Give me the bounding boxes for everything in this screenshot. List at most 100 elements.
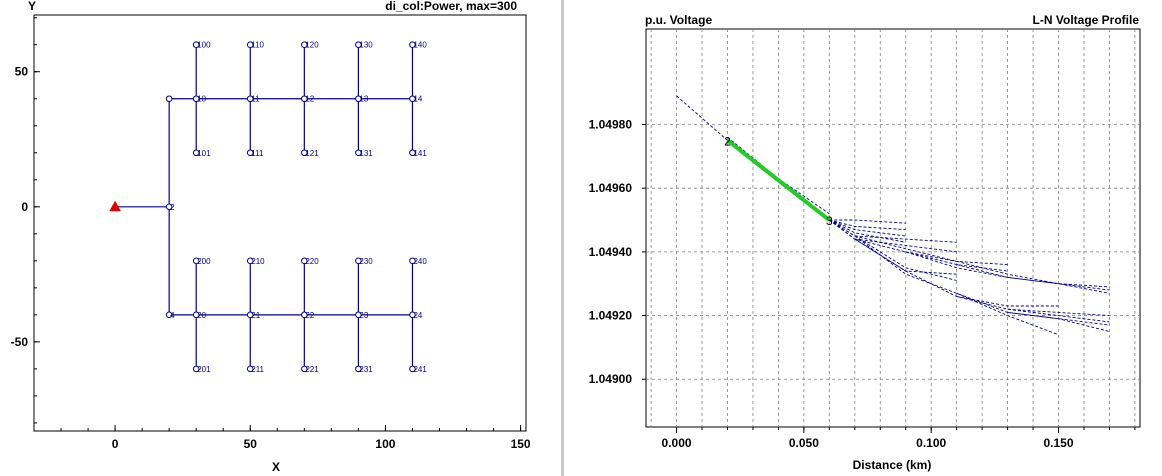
y-tick-label: 1.04940 — [589, 245, 633, 259]
profile-series-line — [854, 238, 1110, 323]
network-node — [301, 365, 308, 373]
network-x-axis-label: X — [272, 460, 280, 474]
profile-series-line — [854, 235, 957, 243]
network-node — [192, 257, 200, 265]
network-node-label: 120 — [305, 41, 319, 50]
network-node-label: 210 — [251, 257, 265, 266]
profile-series-line — [1007, 311, 1110, 332]
highlighted-segment — [726, 138, 831, 222]
profile-grid — [646, 29, 1140, 427]
profile-series-line — [829, 219, 906, 237]
y-tick-label: 1.04900 — [589, 372, 633, 386]
network-node — [165, 95, 173, 103]
x-tick-label: 0.150 — [1043, 436, 1073, 450]
profile-series-line — [1007, 308, 1110, 317]
network-node — [301, 257, 308, 265]
network-node — [246, 257, 254, 265]
network-node — [165, 311, 173, 319]
network-node-label: 13 — [359, 95, 368, 104]
network-node-label: 14 — [413, 95, 422, 104]
network-node-label: 141 — [413, 149, 427, 158]
network-node-label: 240 — [413, 257, 427, 266]
profile-plot-frame[interactable] — [645, 28, 1141, 428]
network-node — [409, 95, 416, 103]
profile-series-line — [956, 264, 1110, 294]
y-tick-label: 0 — [21, 200, 28, 214]
panel-divider[interactable] — [561, 0, 564, 476]
x-tick-label: 0.000 — [662, 436, 692, 450]
x-tick-label: 0.100 — [916, 436, 946, 450]
network-node — [409, 149, 416, 157]
profile-series-line — [829, 219, 957, 281]
network-node — [301, 41, 308, 49]
network-node — [246, 311, 254, 319]
network-node-label: 200 — [197, 257, 211, 266]
network-node-label: 21 — [251, 311, 260, 320]
network-node — [355, 311, 362, 319]
y-tick-label: -50 — [11, 335, 29, 349]
network-node — [355, 149, 362, 157]
triangle-source-icon — [109, 200, 121, 212]
network-node-label: 101 — [197, 149, 211, 158]
network-node-label: 22 — [305, 311, 314, 320]
network-node-label: 11 — [251, 95, 260, 104]
x-tick-label: 0.050 — [789, 436, 819, 450]
network-panel: Y di_col:Power, max=300 0 50 100 150500-50 … — [11, 0, 531, 474]
profile-highlight: 23 — [724, 134, 833, 228]
network-node — [355, 257, 362, 265]
profile-series-line — [854, 238, 957, 253]
network-node-label: 12 — [305, 95, 314, 104]
network-node-label: 140 — [413, 41, 427, 50]
network-node — [301, 311, 308, 319]
network-title: di_col:Power, max=300 — [385, 0, 517, 13]
network-node — [301, 149, 308, 157]
network-node — [192, 311, 200, 319]
profile-series-line — [676, 95, 830, 221]
network-node-label: 10 — [197, 95, 206, 104]
y-tick-label: 1.04920 — [589, 309, 633, 323]
network-node-label: 23 — [359, 311, 368, 320]
network-node-label: 230 — [359, 257, 373, 266]
network-node — [246, 41, 254, 49]
profile-series-line — [905, 251, 1008, 266]
network-node-label: 100 — [197, 41, 211, 50]
network-node — [355, 95, 362, 103]
network-nodes: 2410010101110111111201212113013131140141… — [165, 41, 427, 374]
network-node-label: 231 — [359, 365, 373, 374]
network-node-label: 4 — [170, 311, 175, 320]
profile-panel: p.u. Voltage L-N Voltage Profile 23 0.00… — [589, 13, 1141, 472]
network-node — [246, 365, 254, 373]
network-node-label: 2 — [170, 203, 175, 212]
network-node — [165, 203, 173, 211]
profile-x-axis-label: Distance (km) — [853, 458, 932, 472]
profile-y-axis-label: p.u. Voltage — [645, 13, 712, 27]
network-node — [301, 95, 308, 103]
network-node-label: 211 — [251, 365, 264, 374]
network-node-label: 241 — [413, 365, 427, 374]
network-node-label: 220 — [305, 257, 319, 266]
profile-series-line — [956, 296, 1059, 307]
network-node — [246, 149, 254, 157]
network-node — [246, 95, 254, 103]
network-plot-frame[interactable] — [33, 14, 527, 432]
network-node — [192, 365, 200, 373]
y-tick-label: 50 — [15, 65, 29, 79]
bus-label: 2 — [724, 134, 731, 148]
network-y-axis-label: Y — [28, 0, 36, 13]
network-node-label: 130 — [359, 41, 373, 50]
network-node-label: 221 — [305, 365, 319, 374]
profile-title: L-N Voltage Profile — [1033, 13, 1140, 27]
bus-label: 3 — [826, 214, 833, 228]
x-tick-label: 50 — [244, 437, 258, 451]
profile-ticks: 0.000 0.050 0.100 0.150 1.04900 1.04920 1.0494… — [589, 118, 1136, 450]
network-node — [192, 95, 200, 103]
network-node — [355, 41, 362, 49]
network-node — [192, 41, 200, 49]
y-tick-label: 1.04960 — [589, 181, 633, 195]
profile-series-line — [956, 292, 1059, 336]
network-source — [109, 200, 121, 212]
network-node-label: 111 — [251, 149, 264, 158]
network-node-label: 121 — [305, 149, 319, 158]
network-node — [409, 311, 416, 319]
